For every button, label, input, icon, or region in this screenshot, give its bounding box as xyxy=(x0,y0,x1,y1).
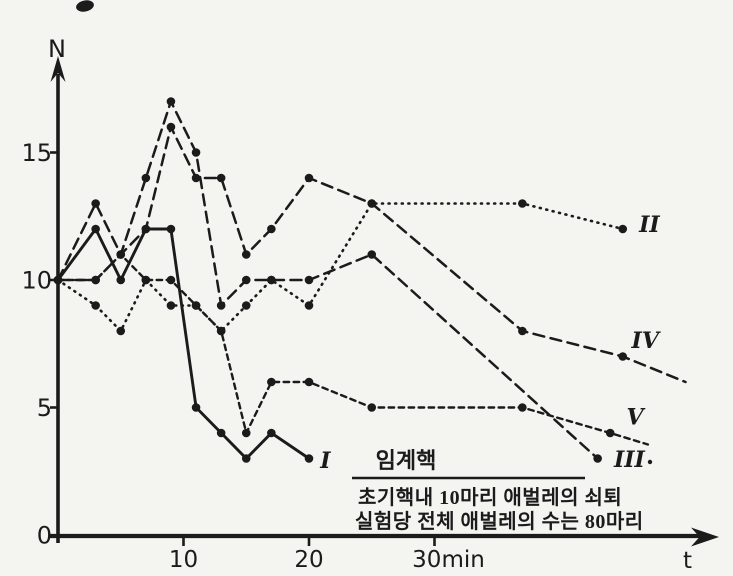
series-II-point xyxy=(116,326,126,336)
x-tick-label: 10 xyxy=(169,547,198,573)
x-axis-label: t xyxy=(683,548,692,574)
series-IV-point xyxy=(141,224,151,234)
series-IV-label: IV xyxy=(631,328,661,354)
series-IV-point xyxy=(216,173,226,183)
series-II-point xyxy=(241,301,251,310)
series-IV-point xyxy=(241,250,251,259)
y-axis-arrow xyxy=(50,56,66,82)
series-I-point xyxy=(191,403,201,412)
y-tick-label: 10 xyxy=(21,267,52,295)
series-V-point xyxy=(241,428,251,438)
y-tick-label: 0 xyxy=(37,522,52,550)
series-V-point xyxy=(166,275,176,285)
series-II-label: II xyxy=(638,212,660,238)
series-III-point xyxy=(91,199,100,208)
series-V-point xyxy=(216,326,226,336)
series-I-point xyxy=(91,224,100,234)
series-I-label: I xyxy=(319,448,331,474)
series-I-line xyxy=(56,226,311,461)
series-V-line xyxy=(56,252,650,446)
series-III-point xyxy=(141,173,151,183)
y-tick-label: 15 xyxy=(21,139,52,167)
series-IV-line xyxy=(56,123,687,384)
series-I-point xyxy=(116,275,126,285)
x-tick-label: 20 xyxy=(294,547,323,573)
y-tick-label: 5 xyxy=(37,394,52,422)
series-V-point xyxy=(141,275,151,285)
series-V-point xyxy=(267,377,276,387)
series-IV-point xyxy=(166,122,176,132)
series-III-point xyxy=(166,97,176,106)
series-III-point xyxy=(593,454,602,463)
series-V-point xyxy=(367,403,377,412)
x-axis-arrow xyxy=(691,527,719,547)
series-V-point xyxy=(304,377,314,387)
series-III-point xyxy=(241,275,251,285)
series-II-point xyxy=(618,224,628,234)
series-IV-point xyxy=(618,352,628,361)
series-IV-point xyxy=(191,173,201,183)
series-I-point xyxy=(216,428,226,438)
series-V-point xyxy=(53,275,63,285)
annotation-caption-line1: 초기핵내 10마리 애벌레의 쇠퇴 xyxy=(358,486,622,509)
series-V-point xyxy=(191,301,201,310)
x-tick-label: 30min xyxy=(412,547,485,573)
series-V-point xyxy=(605,428,615,438)
series-III-line xyxy=(56,98,599,460)
series-IV-point xyxy=(304,173,314,183)
series-II-point xyxy=(166,301,176,310)
y-axis-label: N xyxy=(48,35,66,63)
series-III-point xyxy=(267,275,276,285)
series-II-point xyxy=(304,301,314,310)
series-V-point xyxy=(116,250,126,259)
scan-ink-blot xyxy=(76,0,94,12)
scan-period-mark xyxy=(647,459,653,465)
series-I-point xyxy=(267,428,276,438)
series-IV-point xyxy=(518,326,527,336)
series-III-point xyxy=(367,250,377,259)
series-III-point xyxy=(216,301,226,310)
series-III-label: III xyxy=(613,447,646,473)
series-I-point xyxy=(241,454,251,463)
series-V-label: V xyxy=(627,405,646,431)
series-I-point xyxy=(166,224,176,234)
series-III-point xyxy=(304,275,314,285)
series-II-point xyxy=(91,301,100,310)
series-III-point xyxy=(191,148,201,157)
series-I-point xyxy=(304,454,314,463)
series-IV-point xyxy=(367,199,377,208)
series-V-point xyxy=(518,403,527,412)
series-V-point xyxy=(91,275,100,285)
annotation-critical-nucleus: 임계핵 xyxy=(376,448,437,473)
series-IV-point xyxy=(267,224,276,234)
series-II-point xyxy=(518,199,527,208)
annotation-caption-line2: 실험당 전체 애벌레의 수는 80마리 xyxy=(355,510,644,533)
